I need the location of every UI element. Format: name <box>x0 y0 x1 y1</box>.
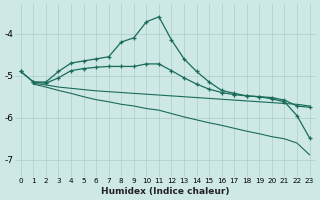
X-axis label: Humidex (Indice chaleur): Humidex (Indice chaleur) <box>101 187 229 196</box>
